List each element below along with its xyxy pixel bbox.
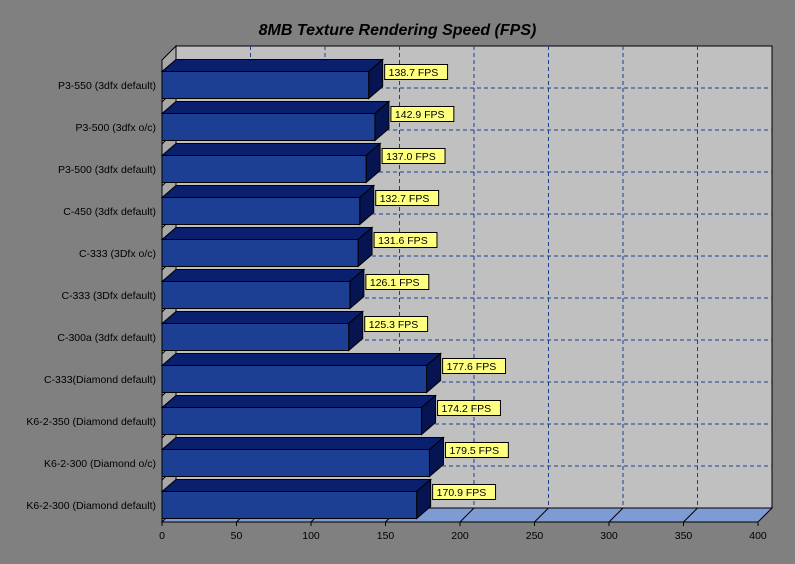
- data-label: 177.6 FPS: [447, 361, 497, 373]
- data-label: 170.9 FPS: [437, 487, 487, 499]
- bar-top: [160, 227, 374, 240]
- data-label-box: [384, 64, 449, 80]
- category-label: C-300a (3dfx default): [57, 332, 156, 344]
- bar: [161, 155, 367, 183]
- floor-gridline: [608, 507, 624, 523]
- category-label: K6-2-300 (Diamond default): [26, 500, 156, 512]
- x-tick-label: 0: [159, 530, 165, 542]
- data-label-box: [390, 106, 455, 122]
- bar: [161, 71, 370, 99]
- data-label: 138.7 FPS: [389, 67, 439, 79]
- category-label: C-450 (3dfx default): [63, 206, 156, 218]
- category-label: C-333 (3Dfx o/c): [79, 248, 156, 260]
- data-label-box: [373, 232, 438, 248]
- data-label: 142.9 FPS: [395, 109, 445, 121]
- data-label: 126.1 FPS: [370, 277, 420, 289]
- category-label: C-333(Diamond default): [44, 374, 156, 386]
- data-label-box: [444, 442, 509, 458]
- data-label: 132.7 FPS: [380, 193, 430, 205]
- floor-gridline: [683, 507, 698, 523]
- bar: [161, 197, 361, 225]
- data-label: 125.3 FPS: [369, 319, 419, 331]
- category-label: K6-2-350 (Diamond default): [26, 416, 156, 428]
- bar: [161, 113, 376, 141]
- data-label: 137.0 FPS: [386, 151, 436, 163]
- data-label-box: [442, 358, 507, 374]
- floor-gridline: [459, 507, 475, 523]
- bar-top: [160, 185, 376, 198]
- bar-top: [160, 59, 385, 72]
- x-tick-label: 100: [302, 530, 320, 542]
- data-label: 174.2 FPS: [442, 403, 492, 415]
- x-tick-label: 50: [231, 530, 243, 542]
- bar: [161, 449, 430, 477]
- data-label-box: [381, 148, 446, 164]
- x-tick-label: 150: [377, 530, 395, 542]
- data-label-box: [364, 316, 429, 332]
- bar-top: [160, 437, 445, 450]
- x-tick-label: 250: [526, 530, 544, 542]
- floor-gridline: [534, 507, 549, 523]
- bar: [161, 281, 351, 309]
- data-label-box: [375, 190, 440, 206]
- category-label: K6-2-300 (Diamond o/c): [44, 458, 156, 470]
- bar: [161, 491, 418, 519]
- x-tick-label: 300: [600, 530, 618, 542]
- bar: [161, 239, 359, 267]
- category-label: P3-500 (3dfx default): [58, 164, 156, 176]
- data-label-box: [432, 484, 497, 500]
- bar: [161, 323, 350, 351]
- category-label: C-333 (3Dfx default): [61, 290, 156, 302]
- x-tick-label: 400: [749, 530, 767, 542]
- bar-top: [160, 479, 432, 492]
- data-label: 131.6 FPS: [378, 235, 428, 247]
- bar-top: [160, 143, 382, 156]
- bar: [161, 365, 428, 393]
- bar: [161, 407, 423, 435]
- data-label: 179.5 FPS: [449, 445, 499, 457]
- x-tick-label: 350: [675, 530, 693, 542]
- data-label-box: [437, 400, 501, 416]
- x-tick-label: 200: [451, 530, 469, 542]
- bar-top: [160, 269, 366, 282]
- category-label: P3-550 (3dfx default): [58, 80, 156, 92]
- data-label-box: [365, 274, 430, 290]
- chart-title: 8MB Texture Rendering Speed (FPS): [258, 22, 537, 39]
- bar-top: [160, 395, 437, 408]
- category-label: P3-500 (3dfx o/c): [75, 122, 156, 134]
- bar-top: [160, 101, 391, 114]
- bar-top: [160, 353, 442, 366]
- bar-top: [160, 311, 365, 324]
